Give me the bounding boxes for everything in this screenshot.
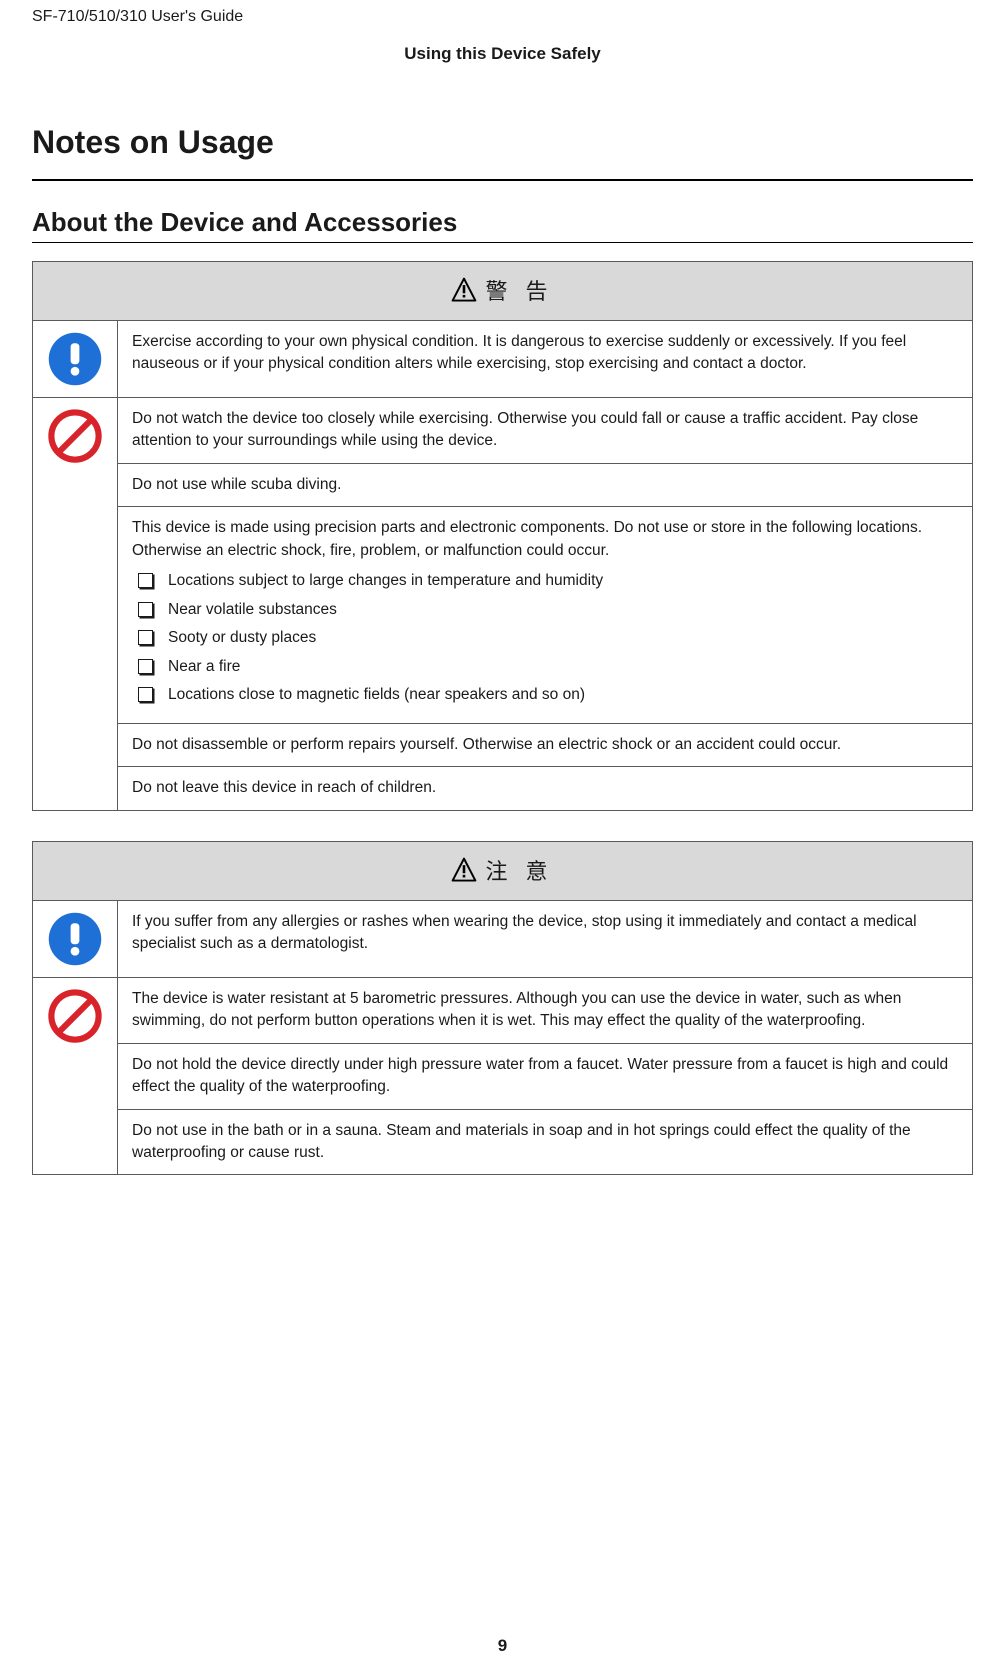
document-title: SF-710/510/310 User's Guide <box>32 8 973 26</box>
page-container: SF-710/510/310 User's Guide Using this D… <box>0 0 1005 1676</box>
list-item: Near volatile substances <box>132 599 958 621</box>
mandatory-icon <box>47 911 103 967</box>
caution-table: 注 意 If you suffer from any allergies or … <box>32 841 973 1176</box>
table-cell: Do not hold the device directly under hi… <box>118 1043 973 1109</box>
table-cell: Do not use in the bath or in a sauna. St… <box>118 1109 973 1175</box>
caution-label: 注 意 <box>485 854 553 886</box>
table-cell: Do not use while scuba diving. <box>118 463 973 506</box>
list-item: Near a fire <box>132 656 958 678</box>
page-heading: Notes on Usage <box>32 124 973 161</box>
prohibited-icon-cell <box>33 977 118 1175</box>
precision-parts-list: Locations subject to large changes in te… <box>132 570 958 706</box>
warning-table: 警 告 Exercise according to your own physi… <box>32 261 973 811</box>
page-number: 9 <box>0 1636 1005 1656</box>
caution-header-cell: 注 意 <box>33 841 973 900</box>
caution-triangle-icon <box>451 857 477 883</box>
subheading-rule <box>32 242 973 243</box>
heading-rule <box>32 179 973 181</box>
warning-header-cell: 警 告 <box>33 262 973 321</box>
prohibited-icon <box>47 408 103 464</box>
table-cell: The device is water resistant at 5 barom… <box>118 977 973 1043</box>
subheading: About the Device and Accessories <box>32 207 973 238</box>
list-item: Locations close to magnetic fields (near… <box>132 684 958 706</box>
warning-label: 警 告 <box>485 274 553 306</box>
table-cell: Exercise according to your own physical … <box>118 321 973 398</box>
mandatory-icon <box>47 331 103 387</box>
mandatory-icon-cell <box>33 900 118 977</box>
cell-intro-text: This device is made using precision part… <box>132 517 958 562</box>
list-item: Locations subject to large changes in te… <box>132 570 958 592</box>
mandatory-icon-cell <box>33 321 118 398</box>
table-cell: Do not leave this device in reach of chi… <box>118 767 973 810</box>
warning-triangle-icon <box>451 277 477 303</box>
prohibited-icon-cell <box>33 398 118 811</box>
table-cell: Do not watch the device too closely whil… <box>118 398 973 464</box>
table-cell: If you suffer from any allergies or rash… <box>118 900 973 977</box>
list-item: Sooty or dusty places <box>132 627 958 649</box>
prohibited-icon <box>47 988 103 1044</box>
table-cell: This device is made using precision part… <box>118 507 973 723</box>
table-cell: Do not disassemble or perform repairs yo… <box>118 723 973 766</box>
section-title: Using this Device Safely <box>32 44 973 64</box>
